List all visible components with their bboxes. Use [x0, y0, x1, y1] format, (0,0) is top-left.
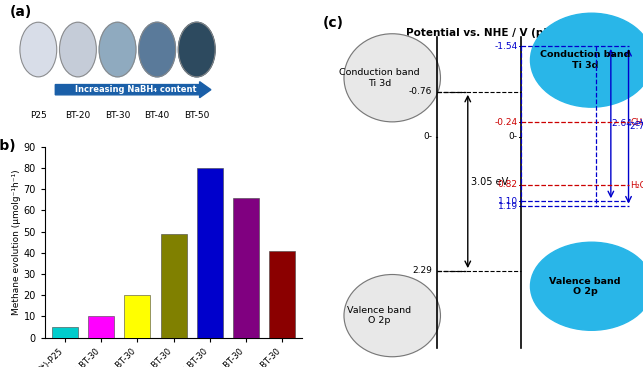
Text: -0.76: -0.76 — [409, 87, 432, 97]
Ellipse shape — [530, 13, 643, 107]
Text: Valence band
O 2p: Valence band O 2p — [549, 277, 621, 296]
Ellipse shape — [344, 34, 440, 122]
Text: 2.29: 2.29 — [413, 266, 432, 276]
Bar — [233, 198, 259, 338]
Ellipse shape — [99, 22, 136, 77]
Text: H₂O/O₂: H₂O/O₂ — [630, 180, 643, 189]
Text: -0.24: -0.24 — [494, 118, 518, 127]
Text: BT-50: BT-50 — [184, 111, 210, 120]
Bar — [52, 327, 78, 338]
Text: BT-20: BT-20 — [66, 111, 91, 120]
Bar — [269, 251, 295, 338]
Bar — [124, 295, 150, 338]
Y-axis label: Methane evolution (μmolg⁻¹h⁻¹): Methane evolution (μmolg⁻¹h⁻¹) — [12, 170, 21, 315]
Text: 1.10: 1.10 — [498, 197, 518, 206]
Ellipse shape — [20, 22, 57, 77]
Text: 0.82: 0.82 — [498, 180, 518, 189]
Text: BT-40: BT-40 — [145, 111, 170, 120]
Bar — [88, 316, 114, 338]
Text: 1.19: 1.19 — [498, 202, 518, 211]
Text: Increasing NaBH₄ content: Increasing NaBH₄ content — [75, 85, 197, 94]
FancyArrow shape — [55, 82, 211, 98]
Text: -1.54: -1.54 — [494, 41, 518, 51]
Bar — [197, 168, 223, 338]
Ellipse shape — [60, 22, 96, 77]
Text: (a): (a) — [10, 4, 32, 19]
Text: 0-: 0- — [424, 132, 432, 141]
Text: 0-: 0- — [509, 132, 518, 141]
Ellipse shape — [530, 242, 643, 330]
Ellipse shape — [178, 22, 215, 77]
Text: 2.64 eV: 2.64 eV — [612, 119, 643, 128]
Text: BT-30: BT-30 — [569, 30, 608, 43]
Ellipse shape — [344, 275, 440, 357]
Text: Conduction band
Ti 3d: Conduction band Ti 3d — [540, 51, 630, 70]
Text: CH₄/CO₂: CH₄/CO₂ — [630, 118, 643, 127]
Ellipse shape — [139, 22, 176, 77]
Text: P25: P25 — [372, 39, 399, 52]
Text: BT-30: BT-30 — [105, 111, 131, 120]
Text: 2.73 eV: 2.73 eV — [630, 122, 643, 131]
Text: Potential vs. NHE / V (pH = 7.0): Potential vs. NHE / V (pH = 7.0) — [406, 28, 591, 38]
Text: P25: P25 — [30, 111, 47, 120]
Text: (b): (b) — [0, 139, 16, 153]
Text: Conduction band
Ti 3d: Conduction band Ti 3d — [339, 68, 420, 87]
Text: (c): (c) — [323, 16, 344, 30]
Bar — [161, 234, 186, 338]
Text: Valence band
O 2p: Valence band O 2p — [347, 306, 412, 325]
Text: 3.05 eV: 3.05 eV — [471, 177, 508, 187]
